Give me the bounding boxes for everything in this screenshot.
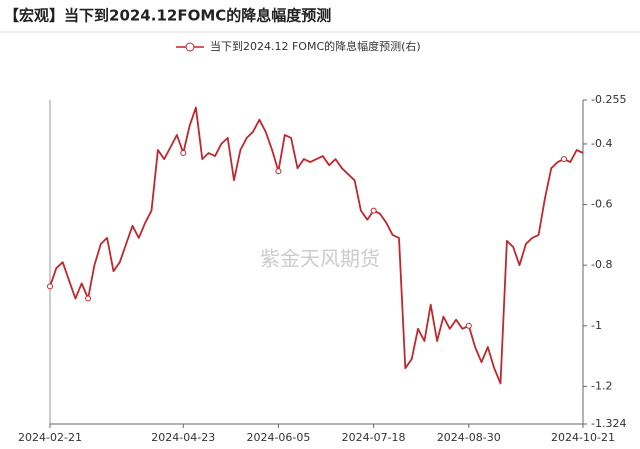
point-marker bbox=[275, 168, 282, 175]
y2-tick-label: -0.4 bbox=[591, 137, 612, 150]
legend-label: 当下到2024.12 FOMC的降息幅度预测(右) bbox=[210, 39, 421, 53]
y2-tick-label: -1.2 bbox=[591, 379, 612, 392]
point-marker bbox=[370, 207, 377, 214]
y2-tick-label: -1 bbox=[591, 319, 602, 332]
line bbox=[49, 106, 584, 385]
point-marker bbox=[465, 322, 472, 329]
y2-tick-label: -0.255 bbox=[591, 93, 626, 106]
watermark: 紫金天风期货 bbox=[260, 247, 380, 271]
point-marker bbox=[560, 156, 567, 163]
x-tick-label: 2024-02-21 bbox=[18, 431, 82, 444]
x-tick-label: 2024-04-23 bbox=[151, 431, 215, 444]
chart-title: 【宏观】当下到2024.12FOMC的降息幅度预测 bbox=[4, 7, 331, 25]
x-tick-label: 2024-10-21 bbox=[551, 431, 615, 444]
y2-tick-label: -0.6 bbox=[591, 198, 612, 211]
legend-marker bbox=[185, 42, 195, 52]
y2-tick-label: -1.324 bbox=[591, 417, 626, 430]
x-tick-label: 2024-07-18 bbox=[342, 431, 406, 444]
y2-tick-label: -0.8 bbox=[591, 258, 612, 271]
x-tick-label: 2024-08-30 bbox=[437, 431, 501, 444]
point-marker bbox=[47, 283, 53, 290]
point-marker bbox=[180, 150, 187, 157]
point-marker bbox=[85, 295, 92, 302]
x-tick-label: 2024-06-05 bbox=[246, 431, 310, 444]
